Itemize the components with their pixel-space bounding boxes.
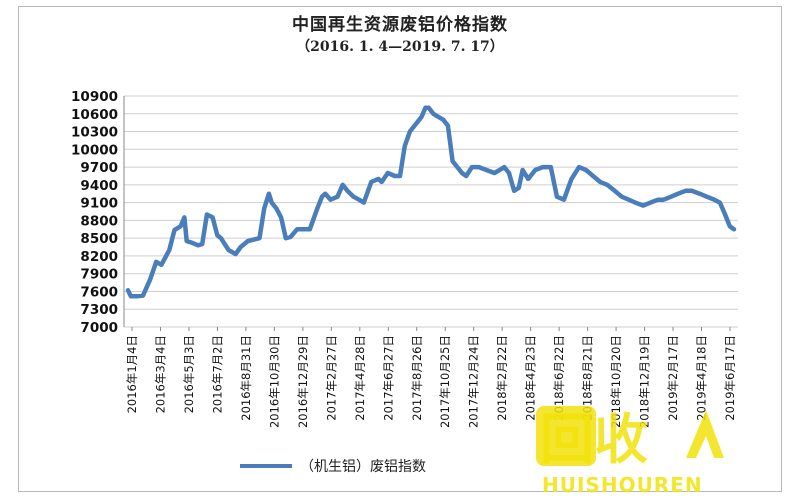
x-tick-label: 2019年2月17日: [666, 335, 680, 421]
x-tick-label: 2016年3月4日: [153, 335, 167, 413]
x-tick-label: 2017年10月25日: [438, 335, 452, 428]
y-tick-label: 8500: [80, 231, 118, 247]
x-tick-label: 2019年4月18日: [695, 335, 709, 421]
y-tick-label: 7900: [80, 267, 118, 283]
y-tick-label: 8200: [80, 249, 118, 265]
y-tick-label: 10300: [71, 125, 118, 141]
y-tick-label: 7600: [80, 284, 118, 300]
x-tick-label: 2018年12月19日: [638, 335, 652, 428]
legend-label: （机生铝）废铝指数: [300, 459, 426, 475]
y-tick-label: 9700: [80, 160, 118, 176]
y-tick-label: 7000: [80, 320, 118, 336]
x-tick-label: 2016年10月30日: [267, 335, 281, 428]
x-tick-label: 2018年10月20日: [609, 335, 623, 428]
x-tick-label: 2018年4月23日: [524, 335, 538, 421]
watermark-text: 回收: [540, 408, 648, 471]
x-tick-label: 2016年7月2日: [210, 335, 224, 413]
x-tick-label: 2017年6月27日: [381, 335, 395, 421]
watermark-person-icon: [686, 410, 724, 458]
y-tick-label: 10600: [71, 107, 118, 123]
x-tick-label: 2016年1月4日: [125, 335, 139, 413]
series-lines: [125, 105, 737, 299]
x-tick-label: 2016年5月3日: [182, 335, 196, 413]
x-tick-label: 2018年8月21日: [581, 335, 595, 421]
x-tick-labels: 2016年1月4日 2016年3月4日 2016年5月3日 2016年7月2日 2016…: [125, 327, 737, 428]
x-tick-label: 2017年8月26日: [410, 335, 424, 421]
grid-lines: [124, 95, 738, 328]
y-tick-label: 9400: [80, 178, 118, 194]
y-tick-label: 8800: [80, 213, 118, 229]
x-tick-label: 2017年12月24日: [467, 335, 481, 428]
watermark-logo: 回收 HUISHOUREN: [536, 406, 724, 496]
x-tick-label: 2018年2月22日: [495, 335, 509, 421]
x-tick-label: 2017年2月27日: [324, 335, 338, 421]
x-tick-label: 2018年6月22日: [552, 335, 566, 421]
chart-title: 中国再生资源废铝价格指数: [292, 15, 508, 35]
y-tick-label: 10900: [71, 89, 118, 105]
x-tick-label: 2016年12月29日: [296, 335, 310, 428]
y-tick-label: 10000: [71, 142, 118, 158]
watermark-box: [536, 406, 596, 466]
y-tick-labels: 7000730076007900820085008800910094009700…: [71, 89, 118, 336]
y-tick-label: 9100: [80, 196, 118, 212]
legend: （机生铝）废铝指数: [240, 459, 426, 475]
x-tick-label: 2016年8月31日: [239, 335, 253, 421]
chart-frame: [18, 6, 782, 492]
x-tick-label: 2019年6月17日: [723, 335, 737, 421]
watermark-subtext: HUISHOUREN: [542, 473, 703, 496]
y-tick-label: 7300: [80, 302, 118, 318]
series-line: [125, 105, 737, 299]
x-tick-label: 2017年4月28日: [353, 335, 367, 421]
chart-subtitle: （2016. 1. 4—2019. 7. 17）: [296, 39, 504, 55]
